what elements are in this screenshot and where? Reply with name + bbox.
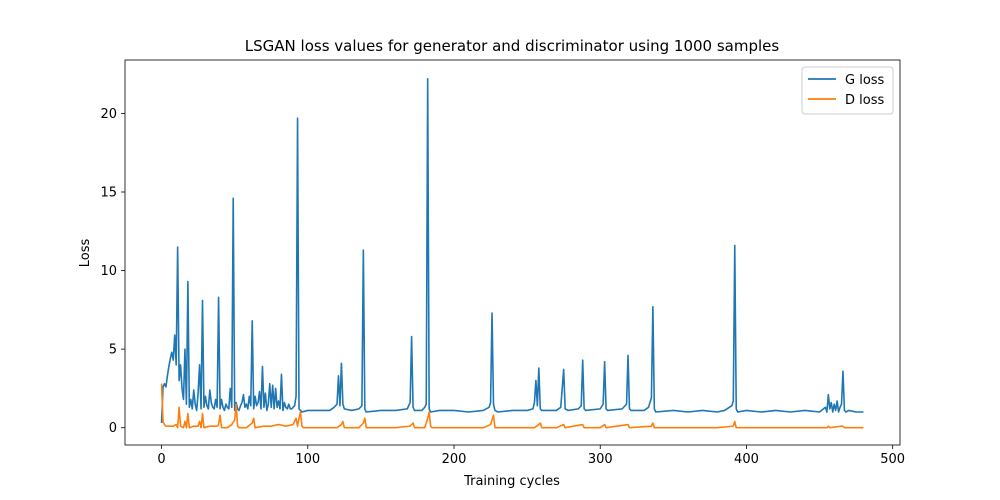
y-tick-label: 0 (109, 421, 117, 436)
series-line-d-loss (160, 383, 864, 429)
y-tick-label: 10 (100, 264, 117, 279)
x-tick-label: 500 (880, 452, 905, 467)
y-tick-label: 15 (100, 186, 117, 201)
y-tick-label: 5 (109, 343, 117, 358)
x-tick-label: 300 (588, 452, 613, 467)
x-axis-label: Training cycles (463, 474, 560, 489)
legend-label-g-loss: G loss (845, 73, 885, 88)
x-tick-label: 100 (295, 452, 320, 467)
x-tick-label: 400 (734, 452, 759, 467)
y-axis: 0 5 10 15 20 (100, 107, 125, 436)
chart-title: LSGAN loss values for generator and disc… (245, 37, 780, 55)
plot-frame (124, 59, 901, 446)
x-tick-label: 0 (157, 452, 165, 467)
y-tick-label: 20 (100, 107, 117, 122)
legend-label-d-loss: D loss (845, 93, 884, 108)
legend: G loss D loss (801, 66, 894, 115)
x-tick-label: 200 (442, 452, 467, 467)
y-axis-label: Loss (78, 239, 93, 268)
series-line-g-loss (160, 78, 864, 424)
x-axis: 0 100 200 300 400 500 (157, 445, 905, 467)
series-layer (160, 78, 864, 429)
